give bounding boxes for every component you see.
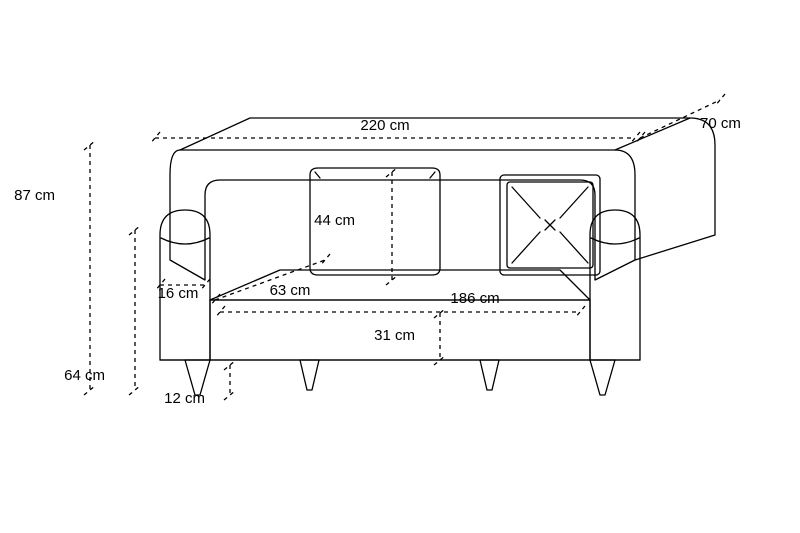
dim-arm-height: 64 cm	[64, 367, 105, 384]
dim-depth: 70 cm	[700, 115, 741, 132]
dim-seat-height: 31 cm	[374, 327, 415, 344]
dim-seat-depth: 63 cm	[270, 282, 311, 299]
dim-leg-height: 12 cm	[164, 390, 205, 407]
dim-total-height: 87 cm	[14, 187, 55, 204]
dim-seat-width: 186 cm	[450, 290, 499, 307]
sofa-dimension-diagram: 87 cm 64 cm 220 cm 70 cm 44 cm 16 cm 63 …	[0, 0, 800, 533]
dim-total-width: 220 cm	[360, 117, 409, 134]
dimension-lines	[84, 94, 725, 400]
dim-arm-width: 16 cm	[158, 285, 199, 302]
dim-back-cushion-h: 44 cm	[314, 212, 355, 229]
sofa-outline	[160, 118, 715, 395]
